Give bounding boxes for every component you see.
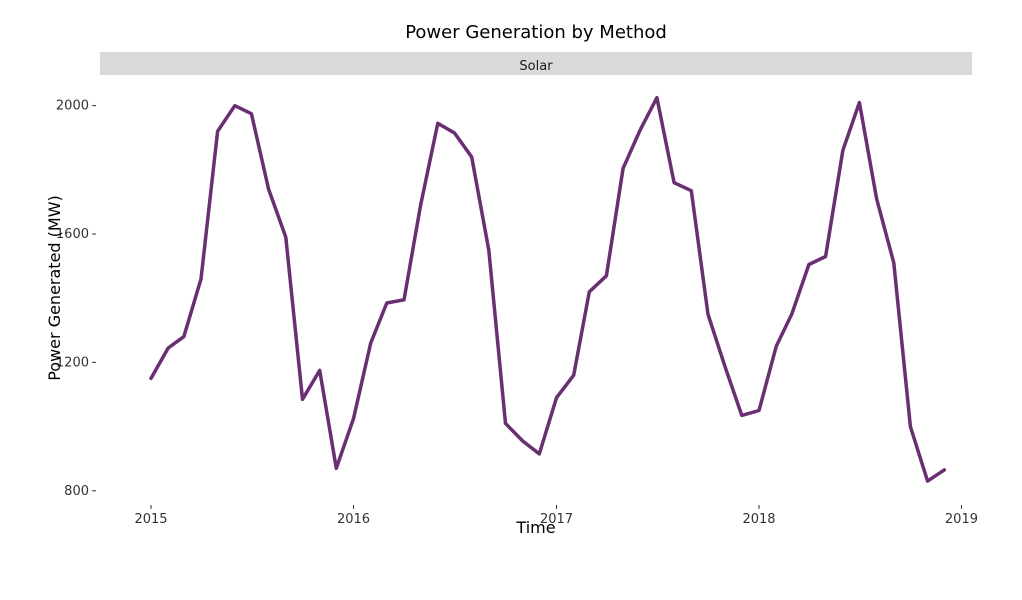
y-tick-label: 1200 bbox=[56, 355, 89, 370]
data-point bbox=[873, 195, 881, 203]
data-point bbox=[434, 119, 442, 127]
data-point bbox=[687, 187, 695, 195]
data-point bbox=[197, 275, 205, 283]
y-tick-label: 2000 bbox=[56, 99, 89, 114]
data-point bbox=[704, 310, 712, 318]
data-point bbox=[316, 366, 324, 374]
data-point bbox=[822, 253, 830, 261]
y-tick-label: 1600 bbox=[56, 227, 89, 242]
data-point bbox=[451, 129, 459, 137]
y-tick-label: 800 bbox=[64, 484, 89, 499]
data-point bbox=[940, 466, 948, 474]
data-point bbox=[585, 288, 593, 296]
x-axis: 2015 2016 2017 2018 2019 bbox=[134, 505, 978, 527]
x-tick-label: 2019 bbox=[945, 512, 978, 527]
data-point bbox=[772, 342, 780, 350]
data-point bbox=[265, 185, 273, 193]
data-point bbox=[602, 272, 610, 280]
data-point bbox=[636, 126, 644, 134]
x-axis-title: Time bbox=[515, 518, 555, 537]
data-point bbox=[180, 333, 188, 341]
x-tick-label: 2018 bbox=[742, 512, 775, 527]
data-point bbox=[721, 363, 729, 371]
data-point bbox=[570, 371, 578, 379]
data-point bbox=[788, 310, 796, 318]
data-point bbox=[738, 411, 746, 419]
data-point bbox=[485, 246, 493, 254]
data-point bbox=[855, 99, 863, 107]
y-axis: 800 1200 1600 2000 bbox=[56, 99, 96, 499]
data-point bbox=[890, 259, 898, 267]
data-point bbox=[553, 394, 561, 402]
data-point bbox=[383, 299, 391, 307]
x-tick-label: 2017 bbox=[540, 512, 573, 527]
data-point bbox=[805, 261, 813, 269]
x-tick-label: 2016 bbox=[337, 512, 370, 527]
data-point bbox=[468, 153, 476, 161]
facet-label: Solar bbox=[519, 59, 553, 74]
series-line bbox=[149, 95, 947, 483]
series-layer bbox=[147, 94, 948, 485]
data-point bbox=[619, 164, 627, 172]
data-point bbox=[282, 233, 290, 241]
data-point bbox=[535, 450, 543, 458]
data-point bbox=[350, 415, 358, 423]
y-axis-title: Power Generated (MW) bbox=[45, 195, 64, 381]
data-point bbox=[332, 464, 340, 472]
data-point bbox=[164, 344, 172, 352]
data-point bbox=[670, 179, 678, 187]
x-tick-label: 2015 bbox=[134, 512, 167, 527]
data-point bbox=[924, 477, 932, 485]
data-point bbox=[417, 201, 425, 209]
data-point bbox=[299, 395, 307, 403]
data-point bbox=[519, 437, 527, 445]
data-point bbox=[400, 296, 408, 304]
data-point bbox=[906, 423, 914, 431]
data-point bbox=[653, 94, 661, 102]
data-point bbox=[755, 407, 763, 415]
data-point bbox=[367, 339, 375, 347]
data-point bbox=[247, 110, 255, 118]
data-point bbox=[214, 127, 222, 135]
data-point bbox=[502, 419, 510, 427]
data-point bbox=[839, 147, 847, 155]
chart-title: Power Generation by Method bbox=[405, 22, 667, 43]
data-point bbox=[231, 102, 239, 110]
facet-strip bbox=[100, 52, 972, 75]
data-point bbox=[147, 374, 155, 382]
